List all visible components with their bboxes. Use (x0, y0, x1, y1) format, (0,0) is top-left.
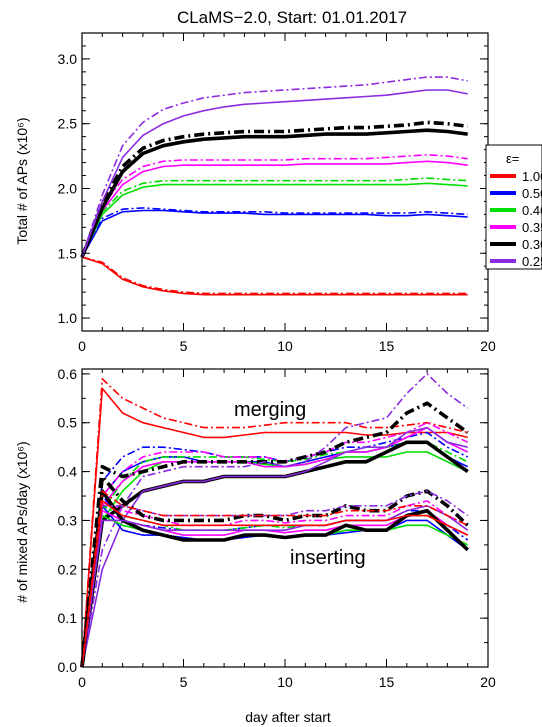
series-line (81, 451, 469, 668)
series-line (80, 489, 469, 668)
y-tick-label: 0.6 (58, 366, 78, 382)
x-tick-label: 15 (379, 338, 395, 354)
legend-label: 0.50 (522, 186, 542, 201)
y-tick-label: 0.2 (58, 561, 78, 577)
x-tick-label: 5 (180, 338, 188, 354)
legend-label: 1.00 (522, 169, 542, 184)
series-line (81, 256, 468, 296)
y-tick-label: 0.1 (58, 610, 78, 626)
x-tick-label: 20 (480, 338, 496, 354)
series-line (81, 256, 468, 295)
y-tick-label: 3.0 (58, 51, 78, 67)
bottom-y-axis-label: # of mixed APs/day (x10⁶) (14, 441, 30, 602)
top-plot: 0 5 10 15 20 1.0 1.5 2.0 2.5 3.0 (58, 32, 496, 354)
series-line (81, 76, 468, 258)
legend-box (485, 144, 542, 270)
y-tick-label: 0.0 (58, 659, 78, 675)
legend-label: 0.40 (522, 203, 542, 218)
series-line (81, 495, 469, 668)
x-tick-label: 0 (78, 674, 86, 690)
series-line (81, 154, 468, 258)
series-line (81, 514, 469, 668)
series-line (81, 373, 469, 668)
x-tick-label: 15 (379, 674, 395, 690)
series-line (81, 504, 469, 668)
y-tick-label: 1.0 (58, 310, 78, 326)
series-line (81, 160, 468, 258)
series-line (81, 426, 469, 668)
y-tick-label: 2.5 (58, 116, 78, 132)
annotation-inserting: inserting (290, 547, 366, 569)
series-line (80, 128, 468, 258)
series-line (81, 500, 469, 668)
y-tick-label: 0.4 (58, 464, 78, 480)
x-tick-label: 10 (277, 674, 293, 690)
series-line (81, 182, 468, 258)
series-line (81, 89, 468, 258)
legend-label: 0.35 (522, 220, 542, 235)
bottom-x-axis-label: day after start (245, 709, 331, 725)
y-tick-label: 0.3 (58, 512, 78, 528)
x-tick-label: 5 (180, 674, 188, 690)
y-tick-label: 2.0 (58, 180, 78, 196)
x-tick-label: 10 (277, 338, 293, 354)
series-line (81, 207, 468, 258)
series-line (81, 431, 469, 668)
legend-label: 0.30 (522, 237, 542, 252)
y-tick-label: 0.5 (58, 415, 78, 431)
series-line (81, 490, 469, 668)
legend: ε=1.00 0.50 0.40 0.35 0.30 0.25 (485, 144, 542, 270)
legend-title: ε= (506, 151, 519, 166)
series-line (81, 426, 468, 668)
series-line (81, 177, 468, 258)
series-line (80, 120, 468, 258)
series-line (81, 209, 468, 258)
series-line (80, 401, 469, 668)
bottom-plot: 0 5 10 15 20 0.0 0.1 0.2 0.3 0.4 0.5 0.6 merging inse… (58, 366, 496, 690)
y-tick-label: 1.5 (58, 245, 78, 261)
top-y-axis-label: Total # of APs (x10⁶) (14, 117, 30, 244)
legend-label: 0.25 (522, 254, 542, 269)
annotation-merging: merging (234, 399, 306, 421)
series-line (80, 474, 469, 668)
series-line (81, 377, 468, 668)
series-line (81, 387, 468, 668)
x-tick-label: 0 (78, 338, 86, 354)
x-tick-label: 20 (480, 674, 496, 690)
chart-title: CLaMS−2.0, Start: 01.01.2017 (177, 8, 407, 27)
